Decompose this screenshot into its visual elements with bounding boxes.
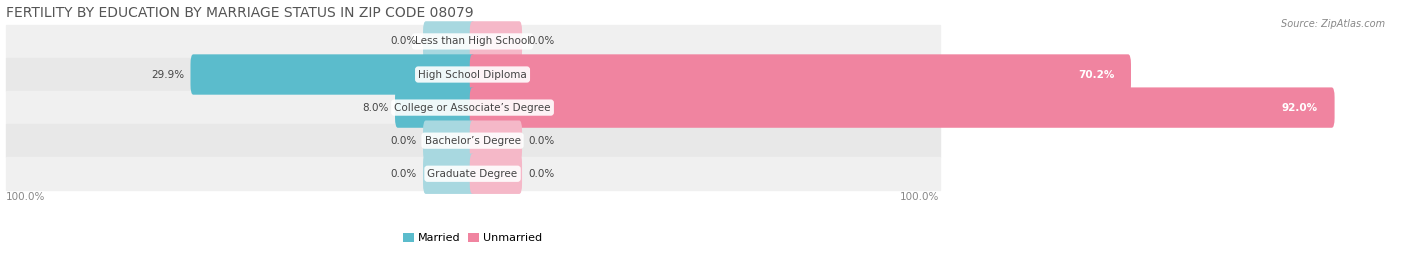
Text: 0.0%: 0.0%	[529, 136, 555, 146]
Bar	[6, 157, 939, 190]
FancyBboxPatch shape	[470, 121, 522, 161]
FancyBboxPatch shape	[470, 54, 1130, 95]
Text: High School Diploma: High School Diploma	[418, 69, 527, 80]
Text: Bachelor’s Degree: Bachelor’s Degree	[425, 136, 520, 146]
FancyBboxPatch shape	[395, 87, 475, 128]
Text: FERTILITY BY EDUCATION BY MARRIAGE STATUS IN ZIP CODE 08079: FERTILITY BY EDUCATION BY MARRIAGE STATU…	[6, 6, 474, 20]
Text: College or Associate’s Degree: College or Associate’s Degree	[394, 102, 551, 113]
FancyBboxPatch shape	[423, 121, 475, 161]
Bar	[6, 124, 939, 157]
FancyBboxPatch shape	[470, 21, 522, 62]
Text: 100.0%: 100.0%	[900, 192, 939, 202]
FancyBboxPatch shape	[190, 54, 475, 95]
Text: 0.0%: 0.0%	[391, 36, 416, 47]
FancyBboxPatch shape	[470, 87, 1334, 128]
Text: 0.0%: 0.0%	[529, 169, 555, 179]
FancyBboxPatch shape	[423, 21, 475, 62]
Text: 70.2%: 70.2%	[1078, 69, 1114, 80]
Legend: Married, Unmarried: Married, Unmarried	[398, 228, 547, 247]
Text: 0.0%: 0.0%	[391, 136, 416, 146]
Text: 29.9%: 29.9%	[150, 69, 184, 80]
Text: Graduate Degree: Graduate Degree	[427, 169, 517, 179]
Text: 92.0%: 92.0%	[1282, 102, 1317, 113]
Bar	[6, 91, 939, 124]
Text: 8.0%: 8.0%	[363, 102, 388, 113]
Text: 0.0%: 0.0%	[529, 36, 555, 47]
Bar	[6, 58, 939, 91]
Text: 0.0%: 0.0%	[391, 169, 416, 179]
FancyBboxPatch shape	[470, 154, 522, 194]
Text: 100.0%: 100.0%	[6, 192, 45, 202]
Bar	[6, 25, 939, 58]
Text: Source: ZipAtlas.com: Source: ZipAtlas.com	[1281, 19, 1385, 29]
Text: Less than High School: Less than High School	[415, 36, 530, 47]
FancyBboxPatch shape	[423, 154, 475, 194]
